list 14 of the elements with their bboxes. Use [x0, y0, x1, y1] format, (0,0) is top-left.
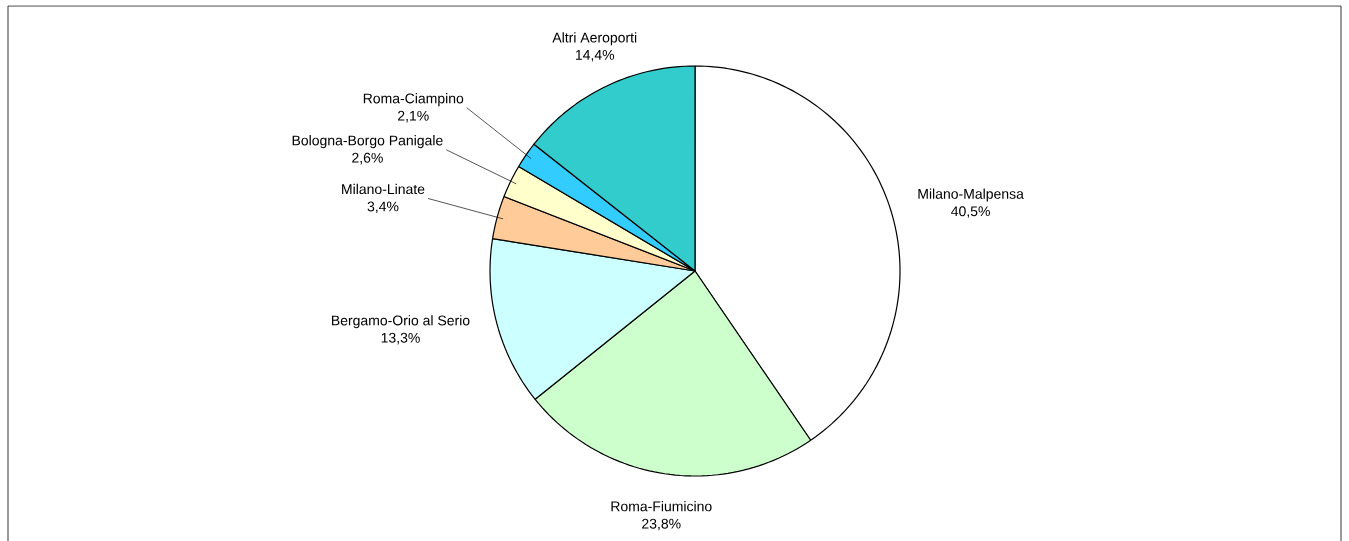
data-label: 23,8%	[642, 518, 681, 531]
data-label: 40,5%	[951, 206, 990, 218]
slice-label: Milano-Malpensa	[918, 188, 1024, 202]
slice-label: Bologna-Borgo Panigale	[292, 135, 443, 149]
slice-label: Altri Aeroporti	[552, 32, 637, 46]
data-label: 2,6%	[352, 152, 383, 165]
slice-label: Roma-Fiumicino	[611, 501, 712, 512]
slice-label: Milano-Linate	[342, 183, 425, 195]
slice-label: Bergamo-Orio al Serio	[332, 315, 470, 329]
data-label: 2,1%	[398, 110, 429, 123]
data-label: 13,3%	[381, 332, 420, 345]
data-label: 14,4%	[575, 50, 615, 62]
data-label: 3,4%	[367, 201, 399, 214]
slice-label: Roma-Ciampino	[363, 93, 464, 107]
